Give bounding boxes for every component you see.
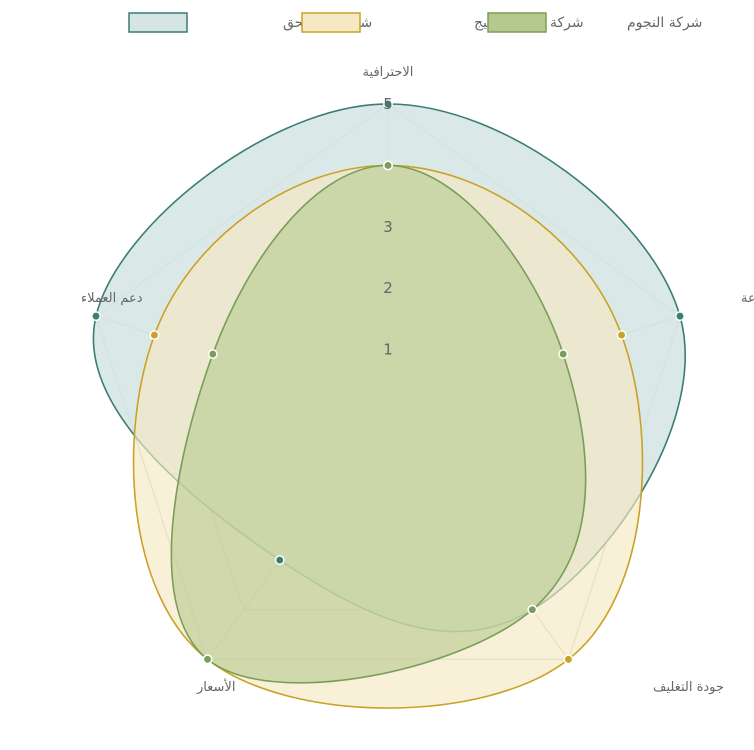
legend-label[interactable]: شركة النجوم — [627, 15, 702, 31]
series-layer — [92, 103, 686, 709]
legend-swatch[interactable] — [487, 12, 547, 33]
legend-swatch[interactable] — [128, 12, 188, 33]
data-point[interactable] — [274, 555, 285, 565]
tick-label: 3 — [383, 218, 393, 236]
data-point[interactable] — [563, 654, 574, 665]
data-point[interactable] — [383, 99, 393, 109]
axis-label: الاحترافية — [363, 65, 414, 80]
data-point[interactable] — [675, 311, 685, 322]
axis-labels: الاحترافية السرعة جودة التغليف الأسعار دعم ا… — [81, 65, 754, 695]
data-point[interactable] — [149, 330, 160, 341]
tick-labels: 1 2 3 5 — [383, 95, 393, 359]
data-point[interactable] — [558, 349, 569, 360]
data-point[interactable] — [202, 654, 213, 665]
legend-swatch[interactable] — [301, 12, 361, 33]
data-point[interactable] — [383, 160, 393, 171]
data-point[interactable] — [91, 311, 101, 322]
points-layer — [91, 99, 685, 665]
axis-label: جودة التغليف — [653, 680, 724, 695]
axis-label: الأسعار — [196, 678, 235, 695]
axis-label: دعم العملاء — [81, 291, 143, 306]
data-point[interactable] — [527, 604, 538, 615]
tick-label: 2 — [383, 279, 393, 297]
series-area — [170, 164, 587, 684]
data-point[interactable] — [207, 349, 218, 360]
axis-label: السرعة — [741, 291, 754, 306]
tick-label: 5 — [383, 95, 393, 113]
data-point[interactable] — [616, 330, 627, 341]
tick-label: 1 — [383, 341, 393, 359]
